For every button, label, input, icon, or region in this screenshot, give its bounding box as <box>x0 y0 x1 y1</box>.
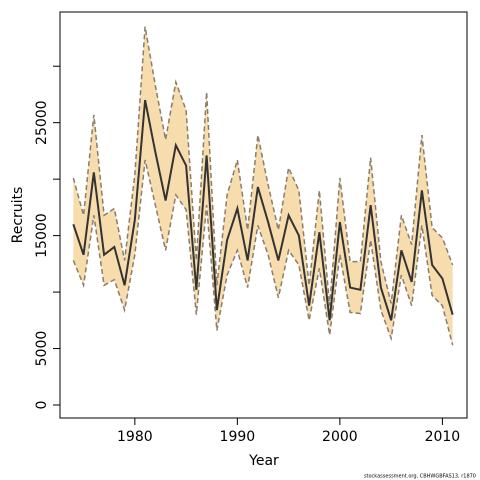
estimate-line <box>72 99 454 321</box>
upper-bound <box>72 26 454 306</box>
x-tick-label: 2000 <box>322 429 358 445</box>
y-tick-label: 0 <box>34 401 50 410</box>
x-tick-label: 1980 <box>117 429 153 445</box>
y-tick-label: 15000 <box>34 213 50 258</box>
x-tick-label: 2010 <box>425 429 461 445</box>
confidence-band <box>73 26 453 346</box>
x-axis-label: Year <box>248 453 279 469</box>
y-axis-label: Recruits <box>10 187 26 244</box>
plot-frame <box>59 11 468 419</box>
x-tick-label: 1990 <box>220 429 256 445</box>
y-tick-label: 5000 <box>34 331 50 367</box>
y-tick-label: 25000 <box>34 100 50 145</box>
lower-bound <box>72 159 454 346</box>
footnote: stockassessment.org, CBHWGBFAS13, r1870 <box>364 474 476 480</box>
